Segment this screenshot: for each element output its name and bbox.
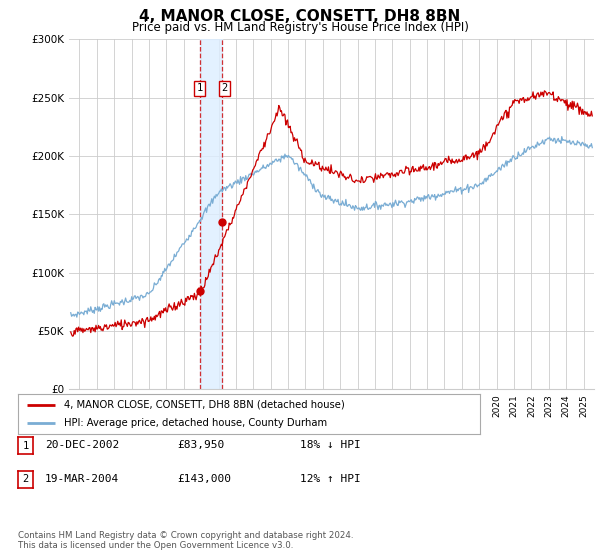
Text: 20-DEC-2002: 20-DEC-2002: [45, 440, 119, 450]
Text: Contains HM Land Registry data © Crown copyright and database right 2024.
This d: Contains HM Land Registry data © Crown c…: [18, 530, 353, 550]
Text: 4, MANOR CLOSE, CONSETT, DH8 8BN: 4, MANOR CLOSE, CONSETT, DH8 8BN: [139, 9, 461, 24]
Text: Price paid vs. HM Land Registry's House Price Index (HPI): Price paid vs. HM Land Registry's House …: [131, 21, 469, 34]
Text: 2: 2: [221, 83, 228, 93]
Text: £143,000: £143,000: [177, 474, 231, 484]
Text: 19-MAR-2004: 19-MAR-2004: [45, 474, 119, 484]
Text: £83,950: £83,950: [177, 440, 224, 450]
Text: 1: 1: [196, 83, 203, 93]
Text: 4, MANOR CLOSE, CONSETT, DH8 8BN (detached house): 4, MANOR CLOSE, CONSETT, DH8 8BN (detach…: [64, 400, 345, 409]
Text: 1: 1: [22, 441, 29, 451]
Text: 18% ↓ HPI: 18% ↓ HPI: [300, 440, 361, 450]
Text: 12% ↑ HPI: 12% ↑ HPI: [300, 474, 361, 484]
Text: HPI: Average price, detached house, County Durham: HPI: Average price, detached house, Coun…: [64, 418, 328, 428]
Text: 2: 2: [22, 474, 29, 484]
Bar: [200, 39, 222, 389]
